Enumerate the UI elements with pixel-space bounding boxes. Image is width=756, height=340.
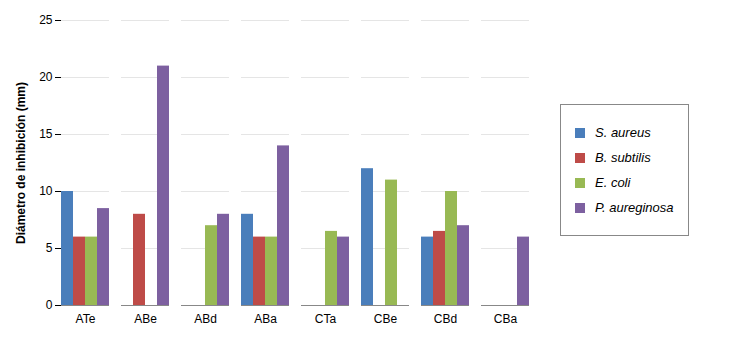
svg-text:CBe: CBe bbox=[374, 312, 398, 326]
svg-text:5: 5 bbox=[46, 241, 53, 255]
html-text:B. subtilis: B. subtilis bbox=[595, 150, 651, 165]
svg-text:ABd: ABd bbox=[194, 312, 217, 326]
html-text:E. coli: E. coli bbox=[595, 175, 631, 190]
svg-text:ABa: ABa bbox=[254, 312, 277, 326]
svg-text:25: 25 bbox=[39, 13, 53, 27]
svg-text:0: 0 bbox=[46, 298, 53, 312]
svg-text:20: 20 bbox=[39, 70, 53, 84]
svg-text:CBa: CBa bbox=[494, 312, 518, 326]
html-text:S. aureus: S. aureus bbox=[595, 125, 651, 140]
svg-text:CBd: CBd bbox=[434, 312, 457, 326]
html-text:P. aureginosa: P. aureginosa bbox=[595, 200, 674, 215]
svg-text:CTa: CTa bbox=[315, 312, 337, 326]
svg-text:10: 10 bbox=[39, 184, 53, 198]
svg-text:ATe: ATe bbox=[76, 312, 96, 326]
svg-text:ABe: ABe bbox=[134, 312, 157, 326]
svg-text:Diámetro de inhibición (mm): Diámetro de inhibición (mm) bbox=[14, 82, 28, 244]
svg-text:15: 15 bbox=[39, 127, 53, 141]
